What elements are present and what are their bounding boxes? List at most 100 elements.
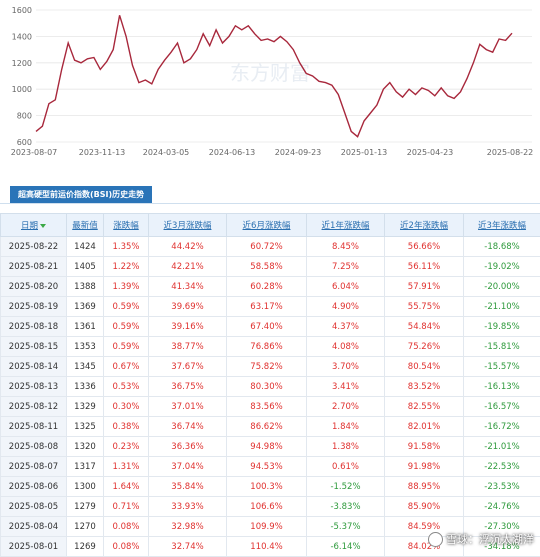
value-cell: 6.04% xyxy=(307,277,385,297)
value-cell: 1329 xyxy=(67,397,104,417)
value-cell: 80.54% xyxy=(385,357,464,377)
value-cell: 57.91% xyxy=(385,277,464,297)
value-cell: 55.75% xyxy=(385,297,464,317)
value-cell: 1317 xyxy=(67,457,104,477)
value-cell: 1388 xyxy=(67,277,104,297)
value-cell: -15.57% xyxy=(464,357,540,377)
value-cell: 32.74% xyxy=(149,537,227,557)
date-cell: 2025-08-14 xyxy=(1,357,67,377)
value-cell: 94.53% xyxy=(227,457,307,477)
value-cell: 7.25% xyxy=(307,257,385,277)
date-cell: 2025-08-15 xyxy=(1,337,67,357)
value-cell: 54.84% xyxy=(385,317,464,337)
value-cell: 39.16% xyxy=(149,317,227,337)
value-cell: 67.40% xyxy=(227,317,307,337)
value-cell: 36.74% xyxy=(149,417,227,437)
value-cell: 76.86% xyxy=(227,337,307,357)
value-cell: 83.52% xyxy=(385,377,464,397)
chart-watermark: 东方财富 xyxy=(230,61,310,85)
value-cell: 1405 xyxy=(67,257,104,277)
value-cell: 91.98% xyxy=(385,457,464,477)
value-cell: 36.75% xyxy=(149,377,227,397)
y-tick-label: 800 xyxy=(17,112,32,121)
value-cell: -24.76% xyxy=(464,497,540,517)
value-cell: 0.59% xyxy=(104,297,149,317)
value-cell: -23.53% xyxy=(464,477,540,497)
column-header[interactable]: 近1年涨跌幅 xyxy=(307,214,385,237)
value-cell: 0.71% xyxy=(104,497,149,517)
value-cell: 1.64% xyxy=(104,477,149,497)
value-cell: 41.34% xyxy=(149,277,227,297)
column-header[interactable]: 最新值 xyxy=(67,214,104,237)
value-cell: -16.72% xyxy=(464,417,540,437)
value-cell: 3.70% xyxy=(307,357,385,377)
value-cell: 1.39% xyxy=(104,277,149,297)
y-tick-label: 600 xyxy=(17,138,32,147)
column-header[interactable]: 近2年涨跌幅 xyxy=(385,214,464,237)
value-cell: 94.98% xyxy=(227,437,307,457)
sort-desc-icon[interactable] xyxy=(40,224,46,228)
value-cell: 37.67% xyxy=(149,357,227,377)
x-tick-label: 2024-09-23 xyxy=(275,148,322,157)
value-cell: 91.58% xyxy=(385,437,464,457)
y-tick-label: 1600 xyxy=(12,6,32,15)
value-cell: 106.6% xyxy=(227,497,307,517)
value-cell: 0.61% xyxy=(307,457,385,477)
value-cell: 82.55% xyxy=(385,397,464,417)
value-cell: 1.22% xyxy=(104,257,149,277)
value-cell: 3.41% xyxy=(307,377,385,397)
value-cell: 60.28% xyxy=(227,277,307,297)
value-cell: -1.52% xyxy=(307,477,385,497)
value-cell: -3.83% xyxy=(307,497,385,517)
value-cell: -21.10% xyxy=(464,297,540,317)
value-cell: 33.93% xyxy=(149,497,227,517)
x-tick-label: 2024-06-13 xyxy=(209,148,256,157)
value-cell: 56.11% xyxy=(385,257,464,277)
tab-bsi-history[interactable]: 超高硬型前运价指数(BSI)历史走势 xyxy=(10,186,152,203)
y-tick-label: 1000 xyxy=(12,85,32,94)
value-cell: 8.45% xyxy=(307,237,385,257)
y-tick-label: 1400 xyxy=(12,32,32,41)
column-header[interactable]: 涨跌幅 xyxy=(104,214,149,237)
date-cell: 2025-08-04 xyxy=(1,517,67,537)
column-header[interactable]: 日期 xyxy=(1,214,67,237)
value-cell: 1.35% xyxy=(104,237,149,257)
value-cell: 85.90% xyxy=(385,497,464,517)
value-cell: -5.37% xyxy=(307,517,385,537)
value-cell: 36.36% xyxy=(149,437,227,457)
value-cell: 100.3% xyxy=(227,477,307,497)
date-cell: 2025-08-13 xyxy=(1,377,67,397)
date-cell: 2025-08-21 xyxy=(1,257,67,277)
value-cell: 56.66% xyxy=(385,237,464,257)
value-cell: 83.56% xyxy=(227,397,307,417)
value-cell: 32.98% xyxy=(149,517,227,537)
column-header[interactable]: 近3月涨跌幅 xyxy=(149,214,227,237)
value-cell: 1269 xyxy=(67,537,104,557)
overlay-watermark: 雪球：浮沉太湖洋 xyxy=(428,531,534,548)
value-cell: 1325 xyxy=(67,417,104,437)
value-cell: -22.53% xyxy=(464,457,540,477)
column-header[interactable]: 近6月涨跌幅 xyxy=(227,214,307,237)
value-cell: 1300 xyxy=(67,477,104,497)
date-cell: 2025-08-22 xyxy=(1,237,67,257)
value-cell: 2.70% xyxy=(307,397,385,417)
value-cell: 63.17% xyxy=(227,297,307,317)
x-tick-label: 2025-01-13 xyxy=(341,148,388,157)
value-cell: 35.84% xyxy=(149,477,227,497)
date-cell: 2025-08-07 xyxy=(1,457,67,477)
value-cell: -18.68% xyxy=(464,237,540,257)
column-header[interactable]: 近3年涨跌幅 xyxy=(464,214,540,237)
date-cell: 2025-08-01 xyxy=(1,537,67,557)
date-cell: 2025-08-11 xyxy=(1,417,67,437)
value-cell: 1279 xyxy=(67,497,104,517)
value-cell: 1361 xyxy=(67,317,104,337)
value-cell: 60.72% xyxy=(227,237,307,257)
value-cell: -6.14% xyxy=(307,537,385,557)
